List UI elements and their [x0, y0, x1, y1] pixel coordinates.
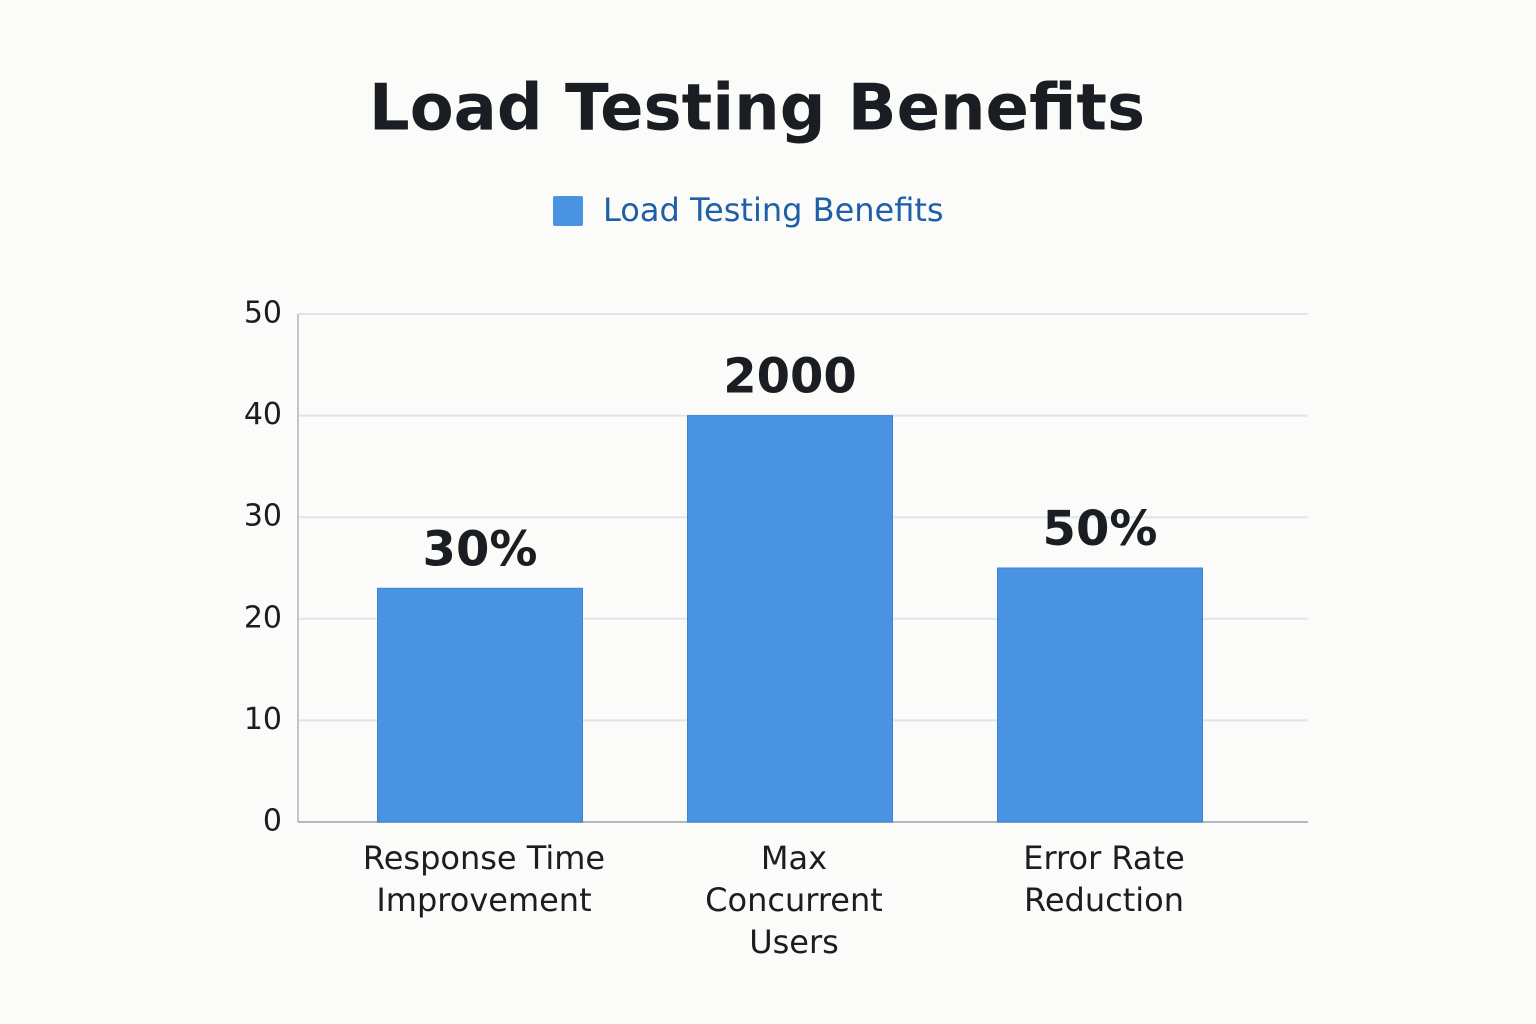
x-tick-label: Error Rate — [1023, 839, 1185, 877]
bar — [997, 567, 1203, 823]
x-tick-label: Max — [761, 839, 827, 877]
x-tick-label: Reduction — [1024, 881, 1184, 919]
y-tick-label: 40 — [244, 397, 282, 432]
bar — [377, 587, 583, 823]
y-tick-label: 0 — [263, 804, 282, 839]
chart-title: Load Testing Benefits — [369, 72, 1145, 146]
legend-swatch — [553, 196, 583, 226]
y-tick-label: 10 — [244, 702, 282, 737]
bar-annotation: 50% — [1043, 501, 1158, 557]
y-tick-label: 20 — [244, 600, 282, 635]
bar-annotation: 30% — [423, 521, 538, 577]
y-tick-label: 50 — [244, 296, 282, 331]
bar-annotation: 2000 — [723, 349, 857, 405]
legend-label: Load Testing Benefits — [603, 191, 944, 229]
x-tick-label: Users — [749, 923, 839, 961]
x-tick-label: Concurrent — [705, 881, 883, 919]
bar — [687, 415, 893, 823]
y-tick-label: 30 — [244, 499, 282, 534]
x-tick-label: Improvement — [376, 881, 591, 919]
x-tick-label: Response Time — [363, 839, 605, 877]
